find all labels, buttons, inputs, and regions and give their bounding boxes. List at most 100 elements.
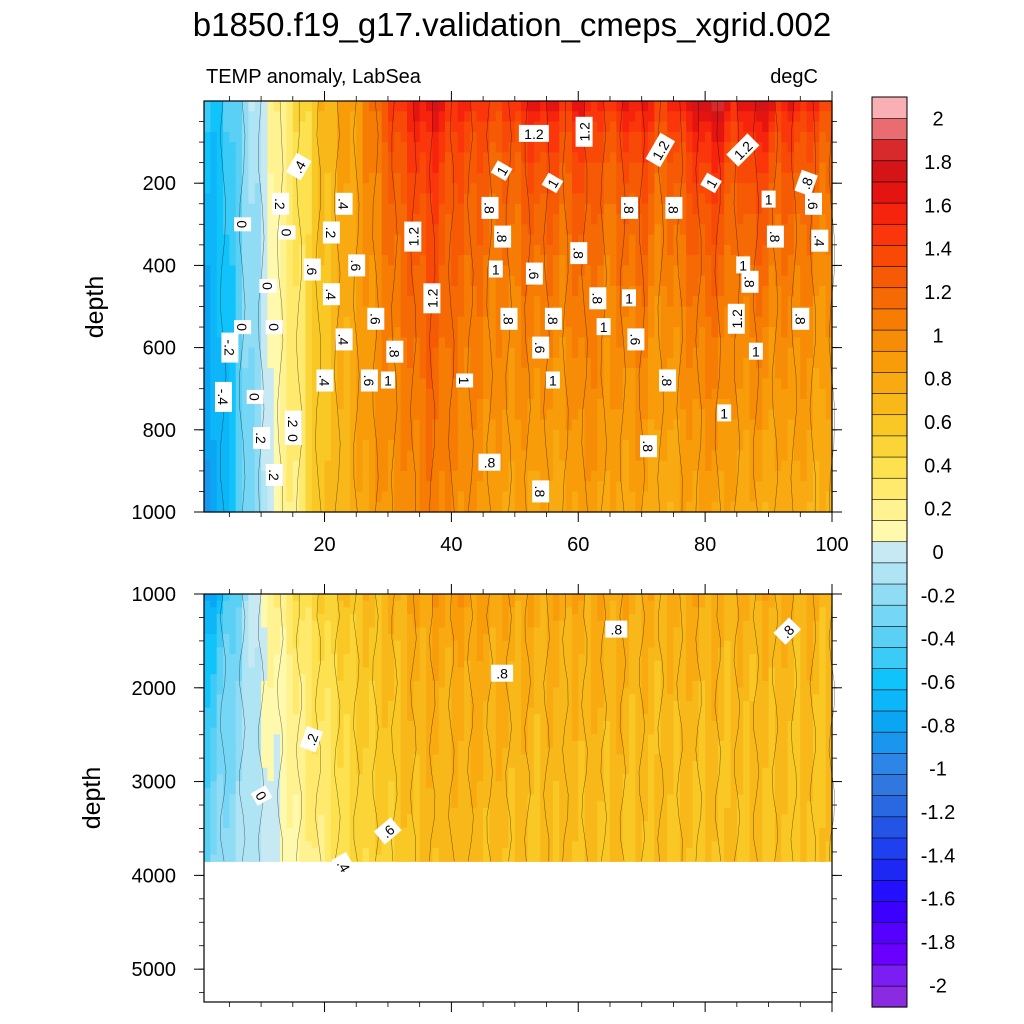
upper-contour-lines [219, 100, 836, 513]
upper-field-cell [552, 224, 560, 236]
upper-field-cell [235, 398, 243, 410]
upper-field-cell [305, 172, 313, 184]
upper-field-cell [305, 316, 313, 328]
upper-field-cell [305, 450, 313, 462]
lower-field-cell [273, 627, 281, 635]
upper-field-cell [343, 306, 351, 318]
upper-field-cell [641, 285, 649, 297]
upper-field-cell [546, 142, 554, 153]
upper-field-cell [495, 306, 503, 318]
contour-label: 1 [456, 373, 474, 388]
lower-field-cell [717, 634, 725, 642]
upper-field-cell [216, 203, 224, 215]
upper-field-cell [590, 111, 598, 123]
upper-field-cell [419, 419, 427, 431]
upper-field-cell [235, 234, 243, 246]
upper-field-cell [406, 265, 414, 277]
upper-field-cell [527, 481, 535, 493]
upper-field-cell [267, 183, 275, 195]
upper-field-cell [286, 172, 294, 184]
upper-ytick-label: 200 [143, 173, 176, 195]
upper-field-cell [616, 327, 624, 338]
upper-field-cell [819, 183, 827, 195]
lower-field-cell [235, 594, 243, 602]
upper-field-cell [768, 409, 776, 421]
upper-field-cell [356, 121, 364, 133]
upper-field-cell [368, 142, 376, 153]
contour-label-bg [621, 196, 638, 219]
lower-field [204, 594, 833, 862]
lower-field-cell [406, 620, 414, 629]
upper-field-cell [755, 357, 763, 369]
upper-field-cell [749, 121, 757, 133]
upper-field-cell [660, 460, 668, 472]
lower-field-cell [660, 594, 668, 602]
upper-field-cell [686, 450, 694, 462]
upper-field-cell [812, 460, 820, 472]
upper-field-cell [394, 429, 402, 441]
upper-field-cell [476, 275, 484, 287]
upper-field-cell [356, 152, 364, 164]
upper-field-cell [812, 121, 820, 133]
upper-field-cell [743, 172, 751, 184]
upper-field-cell [559, 419, 567, 431]
upper-field-cell [387, 234, 395, 246]
upper-field-cell [514, 193, 522, 205]
upper-field-cell [527, 234, 535, 246]
upper-field-cell [787, 316, 795, 328]
upper-field-cell [305, 429, 313, 441]
upper-field-cell [464, 265, 472, 277]
contour-label-bg [259, 279, 277, 293]
upper-field-cell [362, 142, 370, 153]
upper-field-cell [362, 275, 370, 287]
upper-field-cell [781, 142, 789, 153]
upper-field-cell [527, 162, 535, 174]
lower-field-cell [806, 627, 814, 635]
lower-field-cell [565, 600, 573, 608]
upper-field-cell [667, 224, 675, 236]
upper-field-cell [781, 450, 789, 462]
upper-field-cell [787, 409, 795, 421]
contour-label-bg [215, 381, 232, 412]
upper-field-cell [489, 152, 497, 164]
upper-field-cell [375, 203, 383, 215]
lower-field-cell [800, 614, 808, 622]
upper-field-cell [400, 234, 408, 246]
upper-field-cell [387, 172, 395, 184]
lower-field-cell [502, 600, 510, 608]
upper-field-cell [793, 491, 801, 503]
upper-field-cell [565, 398, 573, 410]
upper-field-cell [673, 142, 681, 153]
upper-field-cell [406, 419, 414, 431]
upper-field-cell [603, 440, 611, 451]
upper-field-cell [229, 398, 237, 410]
upper-field-cell [248, 306, 256, 318]
upper-field-cell [438, 111, 446, 123]
lower-field-cell [781, 607, 789, 615]
lower-field-cell [508, 620, 516, 629]
lower-field-cell [242, 614, 249, 622]
upper-field-cell [749, 244, 757, 256]
upper-field-cell [457, 142, 465, 153]
upper-field-cell [641, 316, 649, 328]
upper-field-cell [299, 419, 307, 431]
upper-field-cell [502, 327, 510, 338]
upper-field-cell [349, 121, 357, 133]
upper-field-cell [565, 183, 573, 195]
upper-field-cell [337, 183, 345, 195]
upper-field-cell [318, 131, 326, 143]
upper-field-cell [413, 214, 421, 225]
upper-field-cell [216, 347, 224, 359]
upper-field-cell [736, 450, 744, 462]
upper-field-cell [210, 111, 218, 123]
lower-field-cell [629, 634, 636, 642]
upper-field-cell [394, 398, 402, 410]
upper-field-cell [629, 183, 636, 195]
lower-field-cell [394, 614, 402, 622]
upper-field-cell [438, 101, 446, 112]
lower-field-cell [419, 600, 427, 608]
upper-field-cell [584, 357, 592, 369]
upper-field-cell [210, 501, 218, 513]
upper-field-cell [546, 121, 554, 133]
upper-field-cell [223, 491, 230, 503]
